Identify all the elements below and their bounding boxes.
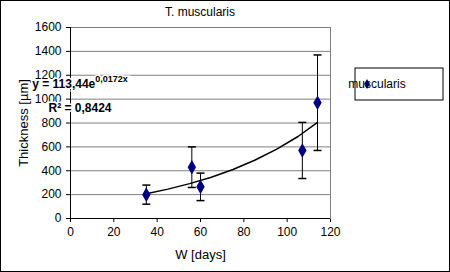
svg-text:120: 120 <box>320 225 340 239</box>
svg-text:20: 20 <box>107 225 121 239</box>
svg-text:40: 40 <box>150 225 164 239</box>
svg-text:1400: 1400 <box>35 44 62 58</box>
svg-text:200: 200 <box>41 187 61 201</box>
svg-text:60: 60 <box>194 225 208 239</box>
svg-text:0: 0 <box>55 211 62 225</box>
svg-text:y = 113,44e0,0172x: y = 113,44e0,0172x <box>32 74 128 91</box>
svg-text:muscularis: muscularis <box>348 77 405 91</box>
svg-text:T. muscularis: T. muscularis <box>165 5 235 19</box>
svg-text:400: 400 <box>41 164 61 178</box>
svg-text:100: 100 <box>277 225 297 239</box>
svg-text:1200: 1200 <box>34 68 62 83</box>
svg-text:Thickness [µm]: Thickness [µm] <box>16 79 31 167</box>
svg-text:80: 80 <box>237 225 251 239</box>
svg-text:800: 800 <box>41 116 61 130</box>
svg-text:0: 0 <box>67 225 74 239</box>
svg-text:1600: 1600 <box>35 20 62 34</box>
svg-text:600: 600 <box>41 140 61 154</box>
svg-text:W [days]: W [days] <box>175 247 226 262</box>
svg-text:1000: 1000 <box>34 92 62 106</box>
svg-text:R² = 0,8424: R² = 0,8424 <box>48 101 111 115</box>
